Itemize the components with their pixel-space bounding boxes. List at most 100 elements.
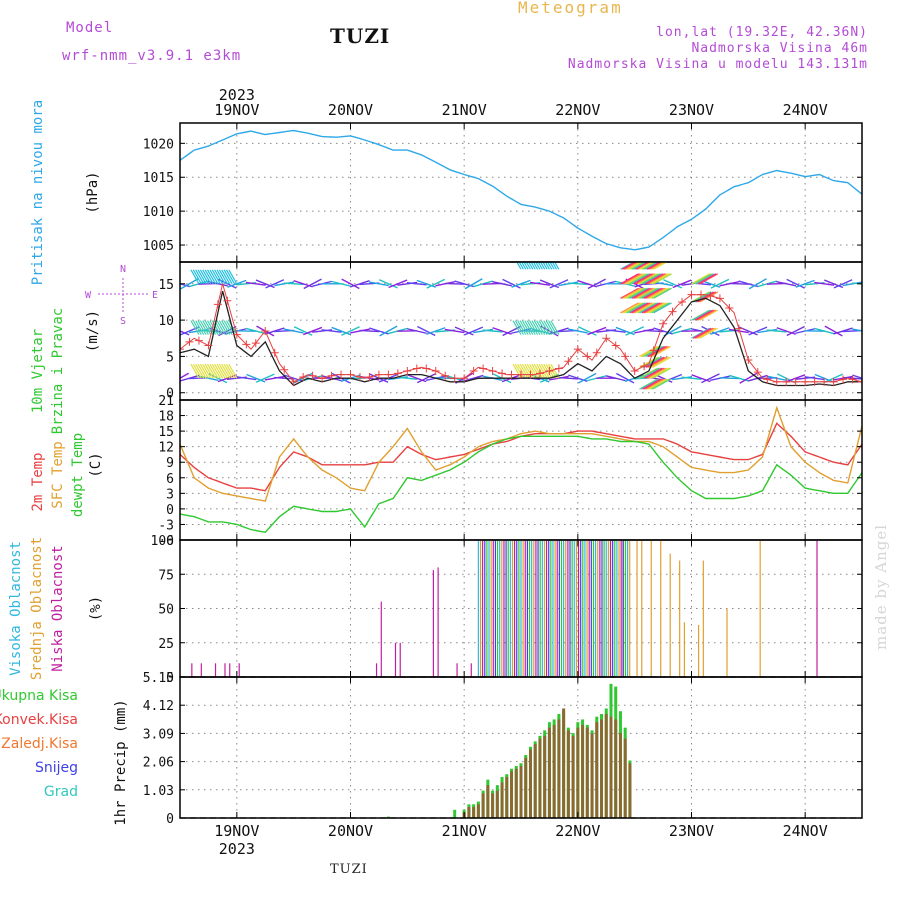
wind-tick-label-2: 10: [158, 314, 174, 329]
wind-arrow: [379, 325, 398, 337]
temp-tick-label-4: 6: [166, 472, 174, 487]
wind-arrow-gust: [641, 302, 661, 314]
wind-arrow-gust: [642, 345, 662, 357]
wind-arrow-gust: [691, 309, 710, 321]
wind-arrow: [321, 329, 342, 333]
wind-arrow-strong: [228, 320, 238, 335]
wind-arrow: [567, 328, 588, 334]
wind-gust-marker: [782, 377, 791, 386]
wind-tick-label-1: 5: [166, 350, 174, 365]
wind-arrow-gust: [633, 287, 653, 299]
wind-arrow-gust: [692, 309, 712, 321]
wind-arrow-gust: [648, 287, 667, 299]
wind-arrow-strong: [195, 320, 205, 335]
wind-arrow-gust: [630, 287, 649, 299]
wind-gust-marker: [365, 373, 374, 381]
wind-arrow: [255, 373, 275, 383]
wind-arrow-gust: [639, 378, 658, 390]
wind-arrow-gust: [648, 262, 663, 270]
wind-ylabel-2: Brzina i Pravac: [50, 308, 66, 434]
wind-gust-marker: [839, 375, 848, 384]
wind-arrow-gust: [623, 287, 643, 299]
wind-arrow-strong: [543, 320, 553, 335]
wind-arrow-strong: [218, 269, 228, 285]
wind-arrow-gust: [652, 367, 671, 379]
pressure-tick-label-1: 1010: [143, 205, 174, 220]
precip-bar-convective: [552, 724, 556, 818]
precip-bar-convective: [505, 776, 509, 818]
wind-arrow-gust: [650, 287, 669, 299]
precip-legend-item-0: Ukupna Kisa: [0, 688, 78, 704]
bottom-date-label-1: 20NOV: [328, 822, 373, 840]
wind-gust-marker: [526, 370, 535, 379]
wind-arrow-gust: [639, 367, 658, 379]
wind-arrow-gust: [699, 327, 719, 339]
wind-arrow: [605, 375, 626, 382]
wind-arrow-gust: [631, 273, 651, 285]
precip-legend-item-2: Zaledj.Kisa: [1, 736, 78, 752]
wind-arrow-strong: [195, 269, 205, 285]
wind-arrow-gust: [643, 302, 662, 314]
wind-arrow-gust: [640, 273, 659, 285]
wind-arrow-strong: [202, 320, 212, 335]
model-label: Model: [66, 20, 114, 36]
wind-arrow-gust: [640, 345, 660, 357]
wind-arrow-gust: [645, 378, 665, 390]
wind-arrow-strong: [524, 363, 534, 379]
wind-arrow: [426, 327, 446, 335]
wind-arrow: [303, 278, 322, 290]
wind-arrow-gust: [623, 262, 639, 270]
cloud-tick-label-1: 25: [158, 637, 174, 652]
wind-arrow-gust: [651, 273, 671, 285]
wind-arrow-gust: [643, 262, 658, 270]
wind-arrow-gust: [621, 302, 641, 314]
wind-unit-label: (m/s): [85, 310, 101, 352]
wind-gust-marker: [223, 296, 232, 305]
wind-gust-marker: [602, 334, 611, 343]
top-year-label: 2023: [219, 86, 255, 104]
wind-arrow-gust: [653, 262, 668, 270]
wind-arrow-strong: [218, 320, 228, 335]
pressure-line: [180, 129, 862, 251]
wind-arrow: [180, 330, 190, 336]
wind-arrow-strong: [519, 363, 529, 379]
wind-arrow-gust: [650, 302, 669, 314]
wind-arrow: [283, 328, 304, 334]
wind-arrow: [444, 328, 465, 334]
wind-arrow-gust: [642, 367, 662, 379]
compass-north: N: [120, 264, 126, 275]
wind-gust-marker: [725, 304, 734, 312]
wind-arrow: [748, 278, 767, 290]
wind-arrow-gust: [626, 273, 646, 285]
wind-arrow-gust: [626, 262, 642, 270]
wind-arrow-gust: [692, 327, 712, 339]
wind-arrow-gust: [652, 356, 671, 368]
precip-bar-convective: [590, 733, 594, 818]
wind-gust-marker: [242, 340, 251, 349]
station-title: TUZI: [330, 24, 391, 48]
wind-arrow-gust: [697, 327, 717, 339]
wind-arrow-gust: [630, 262, 645, 270]
wind-arrow-gust: [628, 287, 648, 299]
wind-arrow-strong: [519, 320, 529, 335]
wind-arrow-gust: [630, 302, 649, 314]
wind-gust-marker: [753, 368, 762, 377]
wind-arrow-gust: [623, 302, 643, 314]
wind-arrow: [397, 376, 418, 380]
wind-arrow-gust: [650, 356, 670, 368]
wind-gust-marker: [640, 362, 649, 371]
wind-arrow: [833, 279, 853, 289]
precip-bar-convective: [524, 757, 528, 818]
wind-arrow-gust: [635, 302, 654, 314]
wind-gust-marker: [715, 294, 724, 303]
temp-tick-label-6: 12: [158, 441, 174, 456]
wind-arrow-gust: [642, 378, 662, 390]
wind-arrow-strong: [202, 269, 212, 285]
wind-arrow-gust: [641, 262, 657, 270]
wind-gust-marker: [185, 337, 194, 346]
wind-arrow-strong: [192, 320, 202, 335]
precip-bar-convective: [547, 727, 551, 818]
wind-arrow-gust: [636, 262, 652, 270]
wind-arrow-gust: [697, 309, 717, 321]
